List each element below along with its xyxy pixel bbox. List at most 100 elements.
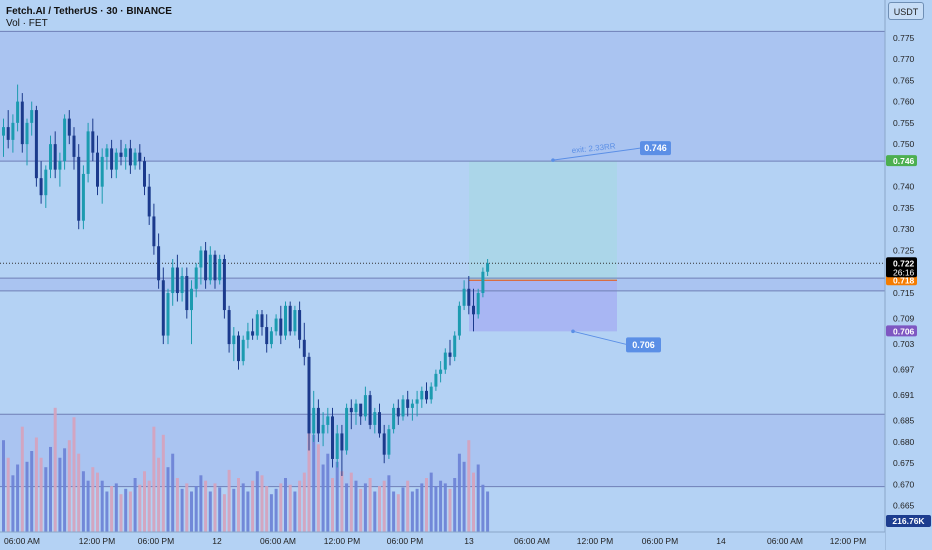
- price-tick-label: 0.730: [893, 224, 915, 234]
- time-tick-label: 06:00 AM: [4, 536, 40, 546]
- candle-body: [44, 169, 48, 196]
- candle-body: [453, 335, 457, 357]
- current-price-badge[interactable]: [886, 257, 917, 278]
- volume-indicator-label[interactable]: Vol · FET: [6, 18, 48, 29]
- candle: [53, 131, 57, 179]
- target-callout-value: 0.746: [644, 143, 667, 153]
- target-zone[interactable]: [469, 161, 617, 281]
- target-callout-line: [552, 147, 641, 161]
- volume-bar: [96, 472, 99, 532]
- current-price-badge-value: 0.722: [893, 258, 915, 268]
- candle-body: [138, 152, 142, 162]
- volume-bar: [307, 410, 311, 532]
- time-axis[interactable]: [0, 532, 885, 550]
- volume-bar: [119, 494, 123, 532]
- stop-zone[interactable]: [469, 280, 617, 332]
- candle: [58, 152, 62, 187]
- symbol-title[interactable]: Fetch.AI / TetherUS · 30 · BINANCE: [6, 6, 172, 17]
- volume-bar: [63, 448, 67, 532]
- candle-body: [133, 152, 137, 166]
- candle-body: [359, 403, 363, 417]
- candle-body: [96, 152, 99, 187]
- candle-body: [124, 148, 128, 157]
- target-price-badge[interactable]: [886, 155, 917, 167]
- candle-body: [49, 144, 52, 170]
- price-tick-label: 0.691: [893, 390, 915, 400]
- candle-body: [269, 331, 273, 345]
- candle: [208, 246, 212, 285]
- volume-bar: [316, 444, 320, 532]
- volume-bar: [335, 461, 339, 532]
- candle-body: [396, 407, 400, 417]
- stop-callout-dot: [571, 329, 575, 334]
- volume-bar: [486, 491, 490, 532]
- volume-bar: [373, 491, 377, 532]
- candle-body: [354, 403, 358, 413]
- candle: [81, 165, 85, 230]
- target-callout-dot: [551, 158, 555, 162]
- candle: [77, 144, 81, 230]
- candle-body: [251, 331, 255, 336]
- candle-body: [316, 407, 320, 434]
- volume-bar: [30, 451, 34, 532]
- candle-body: [232, 335, 236, 345]
- stop-price-badge[interactable]: [886, 325, 917, 337]
- volume-bar: [190, 491, 193, 532]
- target-callout-box[interactable]: [640, 141, 671, 156]
- currency-button[interactable]: USDT: [888, 2, 924, 20]
- candle: [114, 148, 118, 179]
- candle-body: [171, 267, 175, 294]
- candle-body: [472, 305, 475, 315]
- candle-body: [260, 314, 264, 328]
- candle: [401, 395, 405, 421]
- candle: [429, 382, 433, 404]
- candle: [39, 161, 43, 204]
- candle-body: [30, 110, 34, 123]
- time-tick-label: 12: [212, 536, 222, 546]
- volume-bar: [44, 467, 48, 532]
- upper-range-zone: [0, 31, 885, 162]
- candle: [11, 114, 15, 153]
- candle-body: [6, 127, 10, 140]
- time-tick-label: 06:00 PM: [387, 536, 423, 546]
- candle: [302, 322, 306, 366]
- volume-bar: [260, 475, 264, 532]
- volume-bar: [49, 446, 52, 532]
- candle-body: [255, 314, 259, 336]
- volume-bar: [67, 440, 71, 532]
- candle: [34, 105, 38, 187]
- candle: [443, 348, 447, 374]
- candle-body: [185, 276, 189, 311]
- candle-body: [429, 386, 433, 400]
- volume-bar: [114, 483, 118, 532]
- candle-body: [387, 429, 391, 455]
- time-tick-label: 06:00 PM: [642, 536, 678, 546]
- candle-body: [302, 339, 306, 357]
- time-tick-label: 06:00 AM: [767, 536, 803, 546]
- stop-callout-box[interactable]: [626, 337, 661, 353]
- entry-price-badge-value: 0.718: [893, 275, 915, 285]
- price-tick-label: 0.680: [893, 437, 915, 447]
- candle-body: [77, 156, 81, 221]
- volume-value-badge[interactable]: [886, 515, 931, 527]
- volume-bar: [105, 491, 109, 532]
- candle: [100, 148, 104, 204]
- volume-bar: [81, 471, 85, 532]
- volume-bar: [110, 486, 114, 532]
- candle: [20, 93, 24, 153]
- candle: [387, 424, 391, 459]
- candle-body: [34, 110, 38, 179]
- candle: [213, 250, 217, 289]
- volume-bar: [359, 488, 363, 532]
- time-tick-label: 06:00 AM: [514, 536, 550, 546]
- volume-bar: [382, 480, 386, 532]
- candle: [246, 322, 250, 349]
- volume-bar: [312, 434, 316, 532]
- volume-bar: [58, 457, 62, 532]
- mid-range-zone: [0, 278, 885, 291]
- candle-body: [326, 416, 330, 425]
- time-tick-label: 12:00 PM: [830, 536, 866, 546]
- price-tick-label: 0.697: [893, 365, 915, 375]
- candle: [307, 352, 311, 451]
